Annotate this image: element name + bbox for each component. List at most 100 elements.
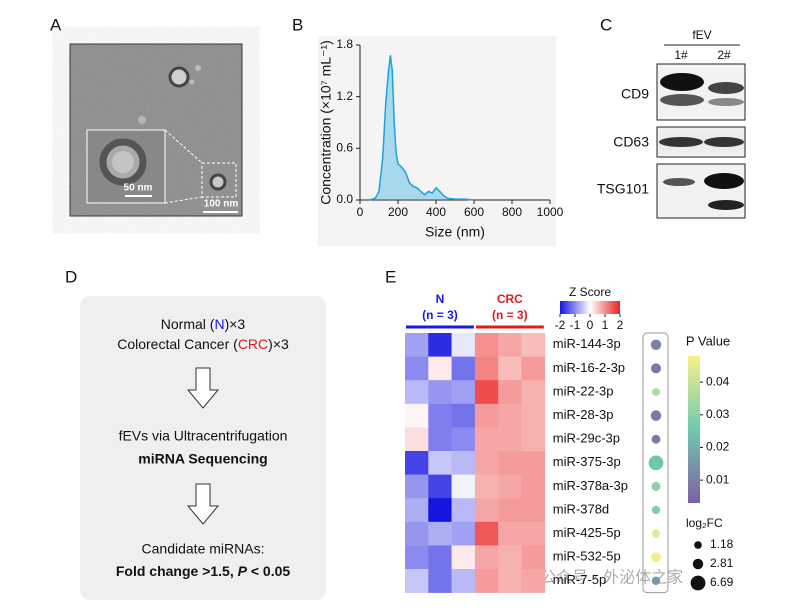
colorbar-tick: 0.03 bbox=[706, 407, 730, 421]
heat-cell bbox=[521, 569, 546, 593]
heat-cell bbox=[521, 545, 546, 570]
heat-cell bbox=[474, 403, 499, 428]
heat-cell bbox=[428, 333, 452, 357]
heat-cell bbox=[521, 380, 546, 405]
scale-label: 100 nm bbox=[204, 199, 239, 210]
heat-cell bbox=[521, 356, 546, 381]
colorbar-tick: -1 bbox=[570, 318, 581, 332]
lane-label: 1# bbox=[674, 48, 688, 62]
heat-cell bbox=[405, 521, 429, 546]
workflow-text: Normal (N)×3 bbox=[161, 316, 246, 332]
heat-cell bbox=[474, 521, 499, 546]
dot bbox=[650, 410, 662, 421]
arrow bbox=[186, 483, 220, 525]
heat-cell bbox=[405, 545, 429, 570]
heat-cell bbox=[474, 545, 499, 570]
dot bbox=[648, 455, 664, 471]
heat-cell bbox=[521, 427, 546, 452]
panel-label: C bbox=[600, 15, 612, 34]
panel-label: A bbox=[50, 15, 62, 34]
heat-cell bbox=[521, 498, 546, 523]
lane-label: 2# bbox=[717, 48, 731, 62]
protein-label: TSG101 bbox=[597, 181, 649, 197]
heat-cell bbox=[498, 380, 522, 405]
row-label: miR-28-3p bbox=[553, 407, 614, 422]
text: N bbox=[214, 316, 224, 332]
colorbar bbox=[560, 301, 620, 314]
heat-cell bbox=[451, 474, 476, 499]
text: < 0.05 bbox=[247, 563, 290, 579]
area-line bbox=[369, 55, 475, 201]
heat-cell bbox=[498, 427, 522, 452]
colorbar-tick: 0.04 bbox=[706, 374, 730, 388]
heat-cell bbox=[428, 498, 452, 523]
dot bbox=[650, 339, 662, 351]
tem-image bbox=[69, 43, 243, 217]
heat-cell bbox=[521, 474, 546, 499]
size-key bbox=[692, 558, 704, 570]
heat-cell bbox=[498, 545, 522, 570]
heat-cell bbox=[451, 427, 476, 452]
arrow bbox=[186, 367, 220, 409]
size-key bbox=[694, 541, 702, 549]
text: CRC bbox=[238, 336, 268, 352]
colorbar-tick: 1 bbox=[602, 318, 609, 332]
heat-cell bbox=[428, 380, 452, 405]
heat-cell bbox=[428, 569, 452, 593]
group-label: N bbox=[436, 292, 445, 306]
heat-cell bbox=[428, 451, 452, 475]
heat-cell bbox=[428, 545, 452, 570]
size-title: log₂FC bbox=[686, 516, 723, 530]
panel-bg bbox=[318, 36, 556, 246]
heat-cell bbox=[498, 498, 522, 523]
colorbar-tick: 0 bbox=[587, 318, 594, 332]
y-tick-label: 0.6 bbox=[336, 141, 353, 155]
heat-cell bbox=[474, 356, 499, 381]
colorbar-tick: 0.01 bbox=[706, 472, 730, 486]
size-label: 6.69 bbox=[710, 575, 734, 589]
row-label: miR-7-5p bbox=[553, 572, 606, 587]
size-label: 1.18 bbox=[710, 537, 734, 551]
x-tick-label: 400 bbox=[426, 205, 446, 219]
row-label: miR-375-3p bbox=[553, 454, 621, 469]
heat-cell bbox=[474, 427, 499, 452]
x-tick-label: 0 bbox=[357, 205, 364, 219]
row-label: miR-378d bbox=[553, 501, 609, 516]
western-blot bbox=[656, 63, 746, 219]
heat-cell bbox=[521, 451, 546, 475]
heat-cell bbox=[451, 545, 476, 570]
protein-label: CD9 bbox=[621, 86, 649, 102]
protein-label: CD63 bbox=[613, 134, 649, 150]
heat-cell bbox=[498, 403, 522, 428]
heat-cell bbox=[405, 333, 429, 357]
text: )×3 bbox=[225, 316, 246, 332]
heat-cell bbox=[451, 569, 476, 593]
panel-label: D bbox=[65, 267, 77, 286]
dot bbox=[651, 529, 661, 538]
y-tick-label: 1.8 bbox=[336, 37, 353, 51]
heat-cell bbox=[498, 474, 522, 499]
workflow-text: Fold change >1.5, P < 0.05 bbox=[116, 563, 291, 579]
text: )×3 bbox=[268, 336, 289, 352]
heat-cell bbox=[474, 380, 499, 405]
row-label: miR-378a-3p bbox=[553, 478, 628, 493]
heat-cell bbox=[405, 380, 429, 405]
heat-cell bbox=[405, 451, 429, 475]
workflow-text: Candidate miRNAs: bbox=[142, 541, 265, 557]
heat-cell bbox=[498, 569, 522, 593]
dot bbox=[651, 552, 661, 563]
heat-cell bbox=[498, 333, 522, 357]
heat-cell bbox=[474, 474, 499, 499]
dot bbox=[651, 576, 661, 586]
colorbar-tick: 2 bbox=[617, 318, 624, 332]
group-label: CRC bbox=[497, 292, 523, 306]
dot bbox=[651, 363, 661, 374]
row-label: miR-29c-3p bbox=[553, 431, 620, 446]
y-axis-label: Concentration (×10⁷ mL⁻¹) bbox=[318, 40, 334, 205]
heat-cell bbox=[451, 356, 476, 381]
heat-cell bbox=[498, 521, 522, 546]
heat-cell bbox=[474, 498, 499, 523]
heat-cell bbox=[405, 403, 429, 428]
workflow-text: Colorectal Cancer (CRC)×3 bbox=[117, 336, 289, 352]
